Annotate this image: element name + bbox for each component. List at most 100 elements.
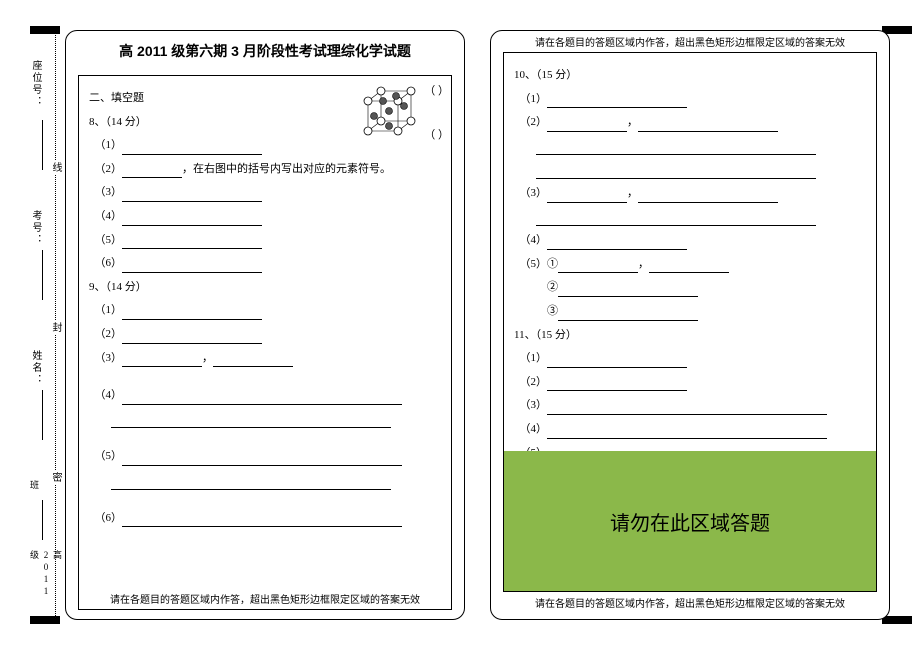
- answer-blank[interactable]: [547, 379, 687, 391]
- q8-2-text: ，在右图中的括号内写出对应的元素符号。: [182, 163, 391, 175]
- seal-label: 密: [48, 470, 63, 484]
- answer-area: （ ） （ ）: [78, 75, 452, 610]
- answer-blank[interactable]: [122, 166, 182, 178]
- id-label: 考号：: [28, 210, 43, 246]
- sub-label: （2）: [525, 116, 547, 128]
- answer-blank[interactable]: [122, 261, 262, 273]
- answer-blank[interactable]: [122, 190, 262, 202]
- answer-blank[interactable]: [122, 143, 262, 155]
- answer-blank[interactable]: [558, 285, 698, 297]
- header-warning: 请在各题目的答题区域内作答，超出黑色矩形边框限定区域的答案无效: [503, 31, 877, 52]
- sub-label: （1）: [525, 352, 547, 364]
- exam-title: 高 2011 级第六期 3 月阶段性考试理综化学试题: [66, 31, 464, 69]
- answer-blank[interactable]: [547, 238, 687, 250]
- sub-label: （4）: [525, 234, 547, 246]
- name-label: 姓名：: [28, 350, 43, 386]
- sub-label: ②: [547, 281, 558, 293]
- q8-3: （3）: [89, 184, 441, 202]
- q10-4: （4）: [514, 232, 866, 250]
- sub-label: （1）: [100, 304, 122, 316]
- q9-6: （6）: [89, 510, 441, 528]
- answer-blank[interactable]: [536, 167, 816, 179]
- sub-label: （6）: [100, 512, 122, 524]
- answer-blank[interactable]: [558, 309, 698, 321]
- sub-label: （3）: [525, 399, 547, 411]
- crystal-structure-diagram: [356, 81, 426, 151]
- answer-blank[interactable]: [536, 214, 816, 226]
- answer-blank[interactable]: [649, 261, 729, 273]
- content-box: 10、（15 分） （1） （2）， （3）， （4） （5）①， ② ③ 11…: [503, 52, 877, 592]
- gutter-line: [42, 250, 43, 300]
- q10-3: （3），: [514, 185, 866, 203]
- sub-label: （4）: [100, 389, 122, 401]
- sub-label: （3）: [100, 352, 122, 364]
- footer-warning: 请在各题目的答题区域内作答，超出黑色矩形边框限定区域的答案无效: [503, 592, 877, 613]
- q11-label: 11、（15 分）: [514, 327, 866, 345]
- answer-blank[interactable]: [122, 237, 262, 249]
- binding-gutter: 线 封 密 座位号： 考号： 姓名： 班 高 2011 级: [20, 30, 60, 620]
- sub-label: （2）: [100, 328, 122, 340]
- q10-label: 10、（15 分）: [514, 67, 866, 85]
- gutter-line: [42, 500, 43, 540]
- q8-5: （5）: [89, 232, 441, 250]
- sub-label: （1）: [525, 93, 547, 105]
- q10-1: （1）: [514, 91, 866, 109]
- class-label: 高 2011 级: [28, 550, 64, 620]
- sub-label: （2）: [100, 163, 122, 175]
- no-answer-text: 请勿在此区域答题: [610, 507, 770, 536]
- answer-blank[interactable]: [547, 120, 627, 132]
- answer-blank[interactable]: [547, 403, 827, 415]
- answer-blank[interactable]: [547, 191, 627, 203]
- q9-3: （3），: [89, 350, 441, 368]
- answer-blank[interactable]: [122, 308, 262, 320]
- corner-mark: [882, 616, 912, 624]
- seal-label: 线: [48, 160, 63, 174]
- q10-5b: ②: [514, 279, 866, 297]
- q9-4b: [89, 411, 441, 429]
- answer-blank[interactable]: [558, 261, 638, 273]
- q10-5a: （5）①，: [514, 256, 866, 274]
- q11-1: （1）: [514, 350, 866, 368]
- seat-label: 座位号：: [28, 60, 43, 108]
- answer-blank[interactable]: [122, 454, 402, 466]
- answer-blank[interactable]: [213, 355, 293, 367]
- gutter-line: [42, 390, 43, 440]
- q8-4: （4）: [89, 208, 441, 226]
- footer-warning: 请在各题目的答题区域内作答，超出黑色矩形边框限定区域的答案无效: [79, 591, 451, 606]
- answer-blank[interactable]: [638, 191, 778, 203]
- answer-blank[interactable]: [111, 478, 391, 490]
- answer-blank[interactable]: [111, 416, 391, 428]
- sub-label: （3）: [525, 187, 547, 199]
- q9-5: （5）: [89, 448, 441, 466]
- q10-5c: ③: [514, 303, 866, 321]
- sub-label: （5）: [100, 234, 122, 246]
- answer-blank[interactable]: [547, 427, 827, 439]
- bracket-label: （ ）: [424, 82, 449, 98]
- answer-sheet-page-2: 请在各题目的答题区域内作答，超出黑色矩形边框限定区域的答案无效 10、（15 分…: [490, 30, 890, 620]
- answer-blank[interactable]: [638, 120, 778, 132]
- answer-blank[interactable]: [547, 356, 687, 368]
- gutter-line: [42, 120, 43, 170]
- sub-label: （4）: [100, 210, 122, 222]
- sub-label: （2）: [525, 376, 547, 388]
- q9-label: 9、（14 分）: [89, 279, 441, 297]
- q11-3: （3）: [514, 397, 866, 415]
- q9-1: （1）: [89, 302, 441, 320]
- sub-label: （5）: [100, 450, 122, 462]
- q10-2c: [514, 161, 866, 179]
- no-answer-zone: 请勿在此区域答题: [504, 451, 876, 591]
- seal-label: 封: [48, 320, 63, 334]
- answer-blank[interactable]: [122, 355, 202, 367]
- answer-blank[interactable]: [122, 393, 402, 405]
- sub-label: （5）①: [525, 258, 558, 270]
- q10-2: （2），: [514, 114, 866, 132]
- answer-blank[interactable]: [122, 214, 262, 226]
- answer-blank[interactable]: [122, 515, 402, 527]
- answer-blank[interactable]: [547, 96, 687, 108]
- answer-blank[interactable]: [122, 332, 262, 344]
- answer-blank[interactable]: [536, 143, 816, 155]
- answer-sheet-page-1: 高 2011 级第六期 3 月阶段性考试理综化学试题 （ ） （ ）: [65, 30, 465, 620]
- sub-label: （1）: [100, 139, 122, 151]
- sub-label: （4）: [525, 423, 547, 435]
- class-suffix: 班: [28, 480, 41, 491]
